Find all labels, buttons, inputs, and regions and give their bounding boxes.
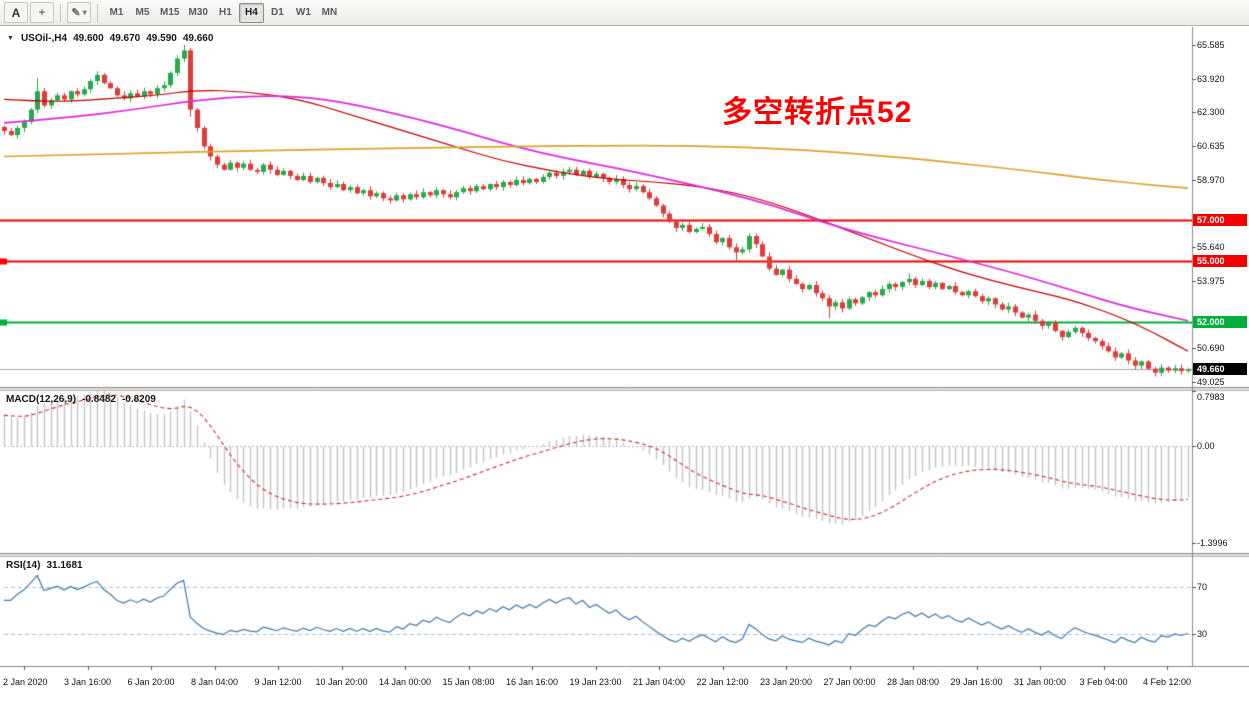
ohlc-low: 49.590 bbox=[146, 33, 177, 44]
price-chart-canvas[interactable] bbox=[0, 27, 1249, 701]
symbol-label: USOil-,H4 bbox=[20, 33, 68, 44]
rsi-header: RSI(14) 31.1681 bbox=[6, 560, 83, 571]
macd-value-main: -0.8482 bbox=[82, 394, 116, 405]
chart-window[interactable]: ▼ USOil-,H4 49.600 49.670 49.590 49.660 … bbox=[0, 27, 1249, 701]
timeframe-button-m30[interactable]: M30 bbox=[184, 3, 211, 23]
toolbar-separator bbox=[97, 3, 98, 22]
annotation-text[interactable]: 多空转折点52 bbox=[722, 96, 913, 129]
macd-value-signal: -0.8209 bbox=[121, 394, 156, 405]
rsi-value: 31.1681 bbox=[46, 560, 83, 571]
rsi-label: RSI(14) bbox=[6, 560, 41, 571]
timeframe-button-m5[interactable]: M5 bbox=[130, 3, 155, 23]
collapse-triangle-icon: ▼ bbox=[7, 35, 14, 42]
timeframe-group: M1 M5 M15 M30 H1 H4 D1 W1 MN bbox=[104, 2, 342, 23]
ohlc-high: 49.670 bbox=[109, 33, 141, 44]
toolbar: A + ✎ ▾ M1 M5 M15 M30 H1 H4 D1 W1 MN bbox=[0, 0, 1249, 26]
crosshair-icon: + bbox=[38, 6, 46, 19]
timeframe-button-d1[interactable]: D1 bbox=[265, 3, 290, 23]
toolbar-separator bbox=[60, 3, 61, 22]
crosshair-tool-button[interactable]: + bbox=[30, 2, 54, 23]
timeframe-button-m15[interactable]: M15 bbox=[156, 3, 183, 23]
timeframe-button-h1[interactable]: H1 bbox=[213, 3, 238, 23]
pencil-icon: ✎ bbox=[71, 7, 81, 19]
macd-label: MACD(12,26,9) bbox=[6, 394, 77, 405]
macd-header: MACD(12,26,9) -0.8482 -0.8209 bbox=[6, 394, 156, 405]
ohlc-open: 49.600 bbox=[73, 33, 104, 44]
timeframe-button-mn[interactable]: MN bbox=[317, 3, 342, 23]
text-tool-button[interactable]: A bbox=[4, 2, 28, 23]
ohlc-close: 49.660 bbox=[182, 33, 214, 44]
timeframe-button-w1[interactable]: W1 bbox=[291, 3, 316, 23]
timeframe-button-m1[interactable]: M1 bbox=[104, 3, 129, 23]
symbol-header: ▼ USOil-,H4 49.600 49.670 49.590 49.660 bbox=[7, 33, 213, 44]
dropdown-arrow-icon: ▾ bbox=[82, 8, 87, 17]
draw-tools-dropdown[interactable]: ✎ ▾ bbox=[67, 2, 91, 23]
timeframe-button-h4[interactable]: H4 bbox=[238, 2, 264, 23]
